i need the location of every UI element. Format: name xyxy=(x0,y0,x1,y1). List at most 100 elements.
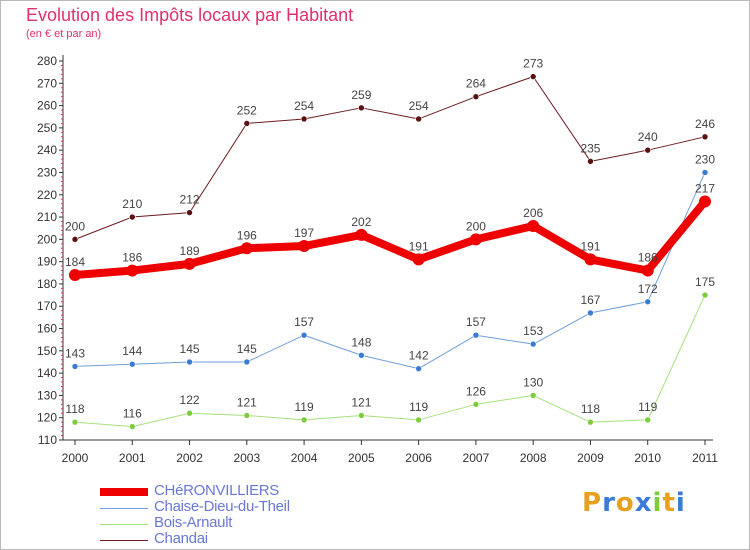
data-label-bois-arnault: 130 xyxy=(523,375,543,389)
series-line-chandai xyxy=(74,76,706,240)
data-label-chandai: 240 xyxy=(638,130,658,144)
data-point-chandai xyxy=(587,158,594,165)
data-point-chaise-dieu-du-theil xyxy=(472,331,480,339)
y-tick-label: 220 xyxy=(37,188,57,202)
data-label-chaise-dieu-du-theil: 144 xyxy=(122,344,142,358)
data-label-chaise-dieu-du-theil: 157 xyxy=(466,315,486,329)
data-label-bois-arnault: 119 xyxy=(638,400,657,414)
y-tick-label: 140 xyxy=(37,366,57,380)
data-label-ch-ronvilliers: 217 xyxy=(695,181,715,195)
y-tick-label: 270 xyxy=(37,76,57,90)
data-label-bois-arnault: 118 xyxy=(581,402,600,416)
series-line-ch-ronvilliers xyxy=(71,197,709,280)
data-point-bois-arnault xyxy=(587,418,594,426)
data-label-bois-arnault: 121 xyxy=(237,395,257,409)
data-point-bois-arnault xyxy=(300,416,308,424)
logo-letter: i xyxy=(675,488,686,518)
data-label-ch-ronvilliers: 206 xyxy=(523,206,543,220)
data-point-bois-arnault xyxy=(128,423,136,430)
data-label-chandai: 254 xyxy=(409,99,429,113)
data-label-bois-arnault: 175 xyxy=(695,275,715,289)
data-label-chaise-dieu-du-theil: 143 xyxy=(65,346,85,360)
chart-title: Evolution des Impôts locaux par Habitant xyxy=(26,5,354,25)
data-point-chaise-dieu-du-theil xyxy=(128,360,136,368)
legend-label: CHéRONVILLIERS xyxy=(154,482,280,499)
y-tick-label: 250 xyxy=(37,121,57,135)
y-tick-label: 260 xyxy=(37,99,57,113)
y-tick-label: 170 xyxy=(37,299,57,313)
data-label-chaise-dieu-du-theil: 230 xyxy=(695,152,715,166)
x-tick-label: 2008 xyxy=(520,451,547,465)
data-label-chaise-dieu-du-theil: 153 xyxy=(523,324,543,338)
x-tick-label: 2007 xyxy=(463,451,490,465)
x-tick-label: 2003 xyxy=(233,451,260,465)
data-point-chaise-dieu-du-theil xyxy=(529,340,537,348)
legend-item: Bois-Arnault xyxy=(100,514,360,532)
logo-letter: t xyxy=(662,488,676,518)
data-point-bois-arnault xyxy=(472,401,480,408)
data-label-ch-ronvilliers: 202 xyxy=(351,215,371,229)
data-point-ch-ronvilliers xyxy=(126,264,139,277)
data-label-chandai: 212 xyxy=(180,193,200,207)
y-tick-label: 190 xyxy=(37,255,57,269)
x-tick-label: 2006 xyxy=(405,451,432,465)
x-tick-label: 2004 xyxy=(291,451,318,465)
data-label-chandai: 254 xyxy=(294,99,314,113)
x-tick-label: 2009 xyxy=(577,451,604,465)
y-tick-label: 110 xyxy=(38,433,57,447)
y-tick-label: 210 xyxy=(37,210,57,224)
data-point-bois-arnault xyxy=(243,412,251,419)
data-label-ch-ronvilliers: 196 xyxy=(237,228,257,242)
x-tick-label: 2005 xyxy=(348,451,375,465)
data-label-chaise-dieu-du-theil: 148 xyxy=(351,335,371,349)
logo-letter: o xyxy=(615,488,635,518)
data-point-chandai xyxy=(472,93,480,100)
data-point-bois-arnault xyxy=(71,418,79,426)
data-label-chandai: 273 xyxy=(523,57,543,71)
data-point-chaise-dieu-du-theil xyxy=(243,358,251,366)
data-label-ch-ronvilliers: 197 xyxy=(294,226,314,240)
legend-swatch xyxy=(100,508,148,509)
data-point-bois-arnault xyxy=(186,409,193,417)
data-label-chaise-dieu-du-theil: 172 xyxy=(638,282,658,296)
legend-label: Chandai xyxy=(154,530,208,547)
data-point-chandai xyxy=(529,73,537,80)
y-tick-label: 130 xyxy=(37,388,57,402)
data-label-chandai: 252 xyxy=(237,103,257,117)
data-label-chaise-dieu-du-theil: 157 xyxy=(294,315,314,329)
legend-item: Chandai xyxy=(100,530,360,548)
data-point-chaise-dieu-du-theil xyxy=(358,351,365,359)
data-label-bois-arnault: 121 xyxy=(351,395,371,409)
data-point-chaise-dieu-du-theil xyxy=(300,331,308,339)
data-label-bois-arnault: 119 xyxy=(295,400,314,414)
data-point-ch-ronvilliers xyxy=(69,269,81,282)
y-tick-label: 240 xyxy=(37,143,57,157)
data-point-ch-ronvilliers xyxy=(584,253,597,266)
legend-item: Chaise-Dieu-du-Theil xyxy=(100,498,360,516)
chart-subtitle: (en € et par an) xyxy=(26,28,102,40)
logo-letter: x xyxy=(634,488,653,518)
data-label-ch-ronvilliers: 186 xyxy=(638,251,658,265)
data-point-ch-ronvilliers xyxy=(469,233,482,246)
data-point-bois-arnault xyxy=(701,291,709,299)
data-point-ch-ronvilliers xyxy=(355,228,368,241)
logo-letter: i xyxy=(652,488,663,518)
data-point-chaise-dieu-du-theil xyxy=(71,363,79,370)
data-label-bois-arnault: 118 xyxy=(65,402,84,416)
y-tick-label: 180 xyxy=(37,277,57,291)
data-point-ch-ronvilliers xyxy=(298,240,311,253)
data-label-chandai: 264 xyxy=(466,77,486,91)
data-point-ch-ronvilliers xyxy=(183,257,196,270)
legend-swatch xyxy=(100,540,148,541)
data-label-chandai: 210 xyxy=(122,197,142,211)
y-tick-label: 230 xyxy=(37,165,57,179)
series-line-bois-arnault xyxy=(74,294,706,428)
y-tick-label: 150 xyxy=(37,344,57,358)
data-label-chandai: 259 xyxy=(351,88,371,102)
data-label-ch-ronvilliers: 189 xyxy=(180,244,200,258)
data-point-chandai xyxy=(128,213,136,221)
data-point-chandai xyxy=(644,146,652,154)
data-label-chandai: 235 xyxy=(580,141,600,155)
data-point-chandai xyxy=(300,115,308,123)
data-label-ch-ronvilliers: 184 xyxy=(65,255,85,269)
